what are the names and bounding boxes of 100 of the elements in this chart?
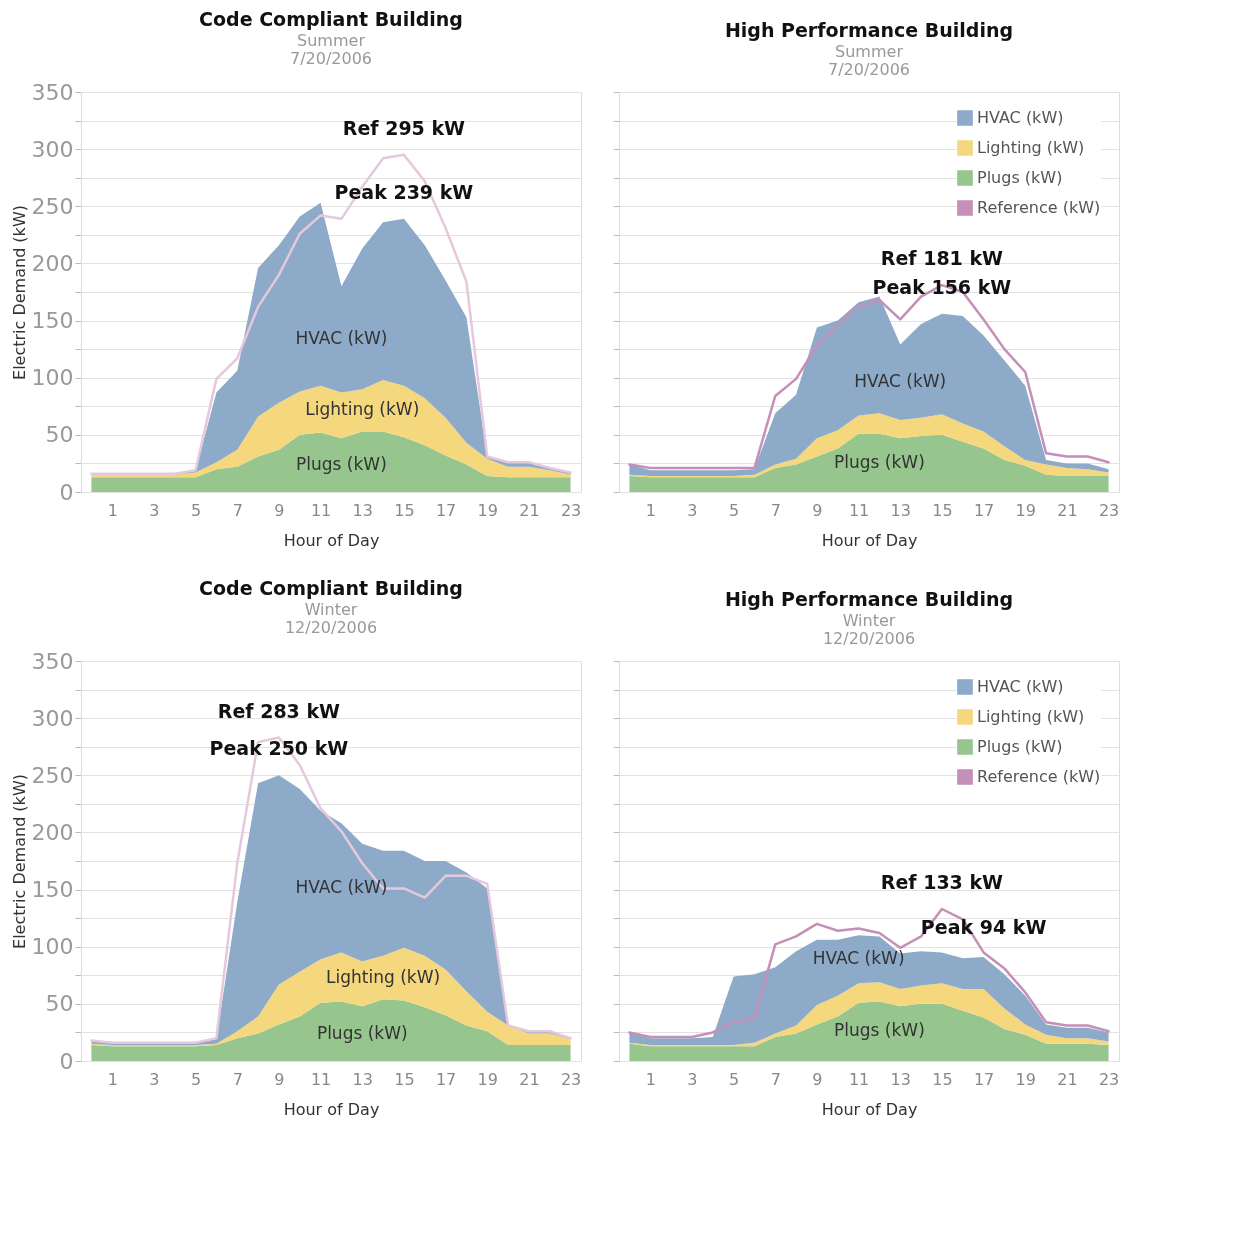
x-tick-label: 1 (645, 500, 656, 520)
x-tick-label: 21 (1057, 1069, 1078, 1089)
x-tick-label: 17 (435, 500, 457, 520)
x-axis-title: Hour of Day (821, 1099, 918, 1119)
x-tick-label: 13 (890, 500, 911, 520)
x-tick-label: 9 (274, 500, 285, 520)
legend-label: Plugs (kW) (977, 168, 1063, 187)
x-tick-label: 19 (1015, 500, 1036, 520)
annotation: Peak 94 kW (920, 915, 1047, 938)
chart-title: High Performance Building (724, 18, 1014, 41)
x-tick-label: 5 (190, 1069, 202, 1089)
x-tick-label: 9 (274, 1069, 285, 1089)
chart-title: Code Compliant Building (199, 8, 463, 30)
line-series (90, 153, 572, 475)
y-tick-label: 150 (31, 308, 74, 334)
series-label: HVAC (kW) (295, 876, 388, 897)
series-label: HVAC (kW) (295, 328, 388, 349)
x-tick-label: 5 (190, 500, 202, 520)
annotation: Ref 295 kW (342, 116, 466, 139)
text: HVAC (kW) (812, 948, 905, 969)
x-tick-label: 11 (310, 500, 332, 520)
annotation: Ref 181 kW (880, 247, 1004, 270)
x-tick-label: 17 (973, 500, 995, 520)
text: Plugs (kW) (834, 1020, 925, 1041)
legend-label: HVAC (kW) (977, 108, 1064, 127)
y-axis-title: Electric Demand (kW) (9, 205, 29, 380)
annotation: Ref 283 kW (217, 699, 341, 722)
y-tick-label: 0 (59, 479, 74, 505)
x-tick-label: 9 (812, 1069, 823, 1089)
x-tick-label: 3 (149, 1069, 160, 1089)
y-tick-label: 250 (31, 762, 74, 788)
chart-title: High Performance Building (724, 587, 1014, 610)
x-tick-label: 23 (560, 500, 582, 520)
text: HVAC (kW) (854, 371, 947, 392)
chart-subtitle: Winter 12/20/2006 (284, 600, 378, 637)
x-tick-label: 23 (1098, 500, 1120, 520)
x-tick-label: 23 (560, 1069, 582, 1089)
x-tick-label: 21 (519, 1069, 540, 1089)
legend-label: Reference (kW) (977, 767, 1101, 786)
x-tick-label: 1 (107, 1069, 118, 1089)
x-tick-label: 1 (645, 1069, 656, 1089)
legend-label: Reference (kW) (977, 198, 1101, 217)
y-tick-label: 100 (31, 365, 74, 391)
x-tick-label: 15 (932, 500, 953, 520)
annotation: Ref 133 kW (880, 871, 1004, 893)
chart-title: Code Compliant Building (199, 577, 463, 599)
x-tick-label: 17 (435, 1069, 457, 1089)
annotation: Peak 250 kW (209, 737, 349, 760)
x-tick-label: 7 (232, 1069, 243, 1089)
annotation: Peak 239 kW (334, 180, 474, 203)
y-tick-label: 50 (45, 422, 74, 448)
y-tick-label: 300 (31, 705, 74, 731)
y-tick-label: 350 (31, 648, 74, 674)
series-label: Plugs (kW) (316, 1022, 408, 1043)
x-axis-title: Hour of Day (283, 1099, 380, 1119)
x-tick-label: 7 (770, 1069, 781, 1089)
x-tick-label: 11 (848, 1069, 870, 1089)
y-tick-label: 250 (31, 193, 74, 219)
x-tick-label: 23 (1098, 1069, 1120, 1089)
x-tick-label: 13 (890, 1069, 911, 1089)
x-tick-label: 5 (728, 500, 740, 520)
series-label: Lighting (kW) (305, 399, 420, 420)
x-tick-label: 21 (519, 500, 540, 520)
chart-subtitle: Summer 7/20/2006 (289, 31, 373, 68)
y-tick-label: 0 (59, 1048, 74, 1074)
x-tick-label: 13 (352, 1069, 373, 1089)
annotation: Peak 156 kW (872, 275, 1012, 298)
y-tick-label: 200 (31, 250, 74, 276)
chart-subtitle: Summer 7/20/2006 (827, 41, 911, 79)
y-axis-title: Electric Demand (kW) (9, 774, 29, 949)
x-tick-label: 19 (477, 500, 498, 520)
x-tick-label: 19 (1015, 1069, 1036, 1089)
x-tick-label: 15 (932, 1069, 953, 1089)
x-tick-label: 3 (149, 500, 160, 520)
x-axis-title: Hour of Day (821, 530, 918, 550)
x-tick-label: 7 (232, 500, 243, 520)
y-tick-label: 200 (31, 819, 74, 845)
y-tick-label: 300 (31, 136, 74, 162)
legend-label: Lighting (kW) (977, 138, 1085, 157)
legend-label: HVAC (kW) (977, 677, 1064, 696)
legend-label: Plugs (kW) (977, 737, 1063, 756)
legend-label: Lighting (kW) (977, 707, 1085, 726)
y-tick-label: 350 (31, 79, 74, 105)
y-tick-label: 100 (31, 934, 74, 960)
x-tick-label: 21 (1057, 500, 1078, 520)
x-tick-label: 11 (310, 1069, 332, 1089)
x-tick-label: 1 (107, 500, 118, 520)
text: Plugs (kW) (834, 451, 925, 472)
x-tick-label: 3 (687, 500, 698, 520)
x-tick-label: 13 (352, 500, 373, 520)
x-tick-label: 7 (770, 500, 781, 520)
x-tick-label: 3 (687, 1069, 698, 1089)
x-tick-label: 19 (477, 1069, 498, 1089)
x-tick-label: 11 (848, 500, 870, 520)
x-tick-label: 15 (394, 500, 415, 520)
x-axis-title: Hour of Day (283, 530, 380, 550)
x-tick-label: 5 (728, 1069, 740, 1089)
chart-subtitle: Winter 12/20/2006 (822, 610, 916, 648)
y-tick-label: 50 (45, 991, 74, 1017)
x-tick-label: 17 (973, 1069, 995, 1089)
